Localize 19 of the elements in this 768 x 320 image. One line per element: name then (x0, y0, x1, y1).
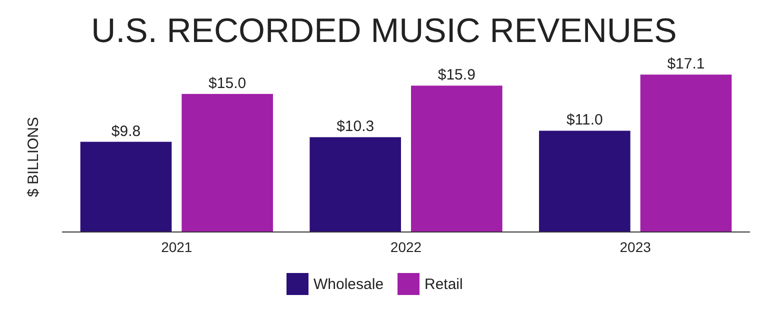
bar (539, 130, 630, 232)
legend-label: Wholesale (314, 276, 384, 293)
x-tick-label: 2021 (161, 239, 192, 255)
bar (310, 137, 401, 232)
data-label: $15.0 (208, 74, 246, 92)
data-label: $11.0 (566, 112, 603, 129)
data-label: $15.9 (438, 66, 476, 84)
x-tick-label: 2022 (390, 239, 422, 255)
legend-label: Retail (424, 276, 463, 293)
data-label: $9.8 (111, 122, 141, 140)
bar (182, 94, 273, 232)
bar (80, 142, 172, 232)
chart-title: U.S. RECORDED MUSIC REVENUES (91, 12, 677, 50)
y-axis-title: $ BILLIONS (25, 116, 42, 198)
x-tick-label: 2023 (620, 239, 652, 255)
data-label: $17.1 (667, 56, 705, 73)
bar (640, 74, 732, 232)
data-label: $10.3 (336, 118, 374, 136)
bar (411, 86, 502, 232)
